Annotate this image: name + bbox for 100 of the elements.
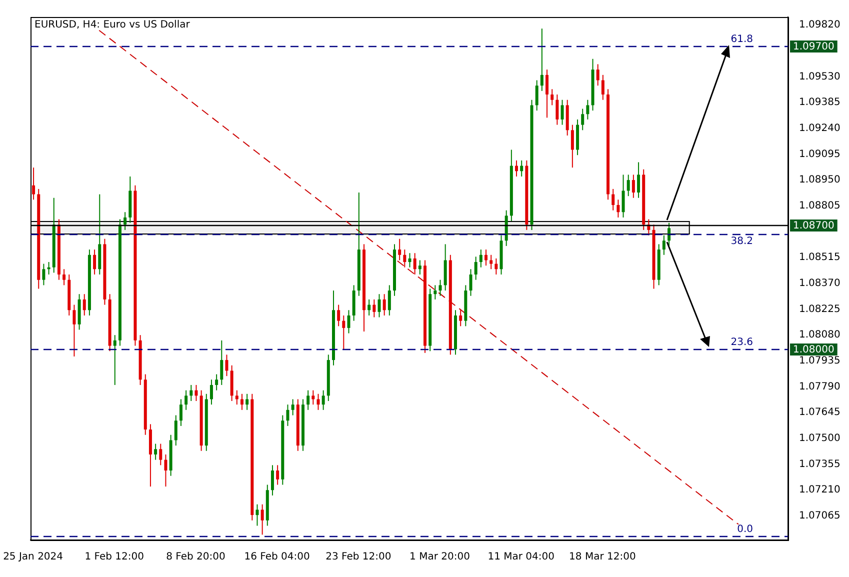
y-tick-label: 1.08225 bbox=[799, 304, 840, 315]
y-tick-label: 1.07645 bbox=[799, 407, 840, 418]
candlestick bbox=[616, 199, 620, 218]
candlestick bbox=[124, 212, 127, 230]
candlestick bbox=[164, 454, 168, 488]
x-tick-label: 1 Feb 12:00 bbox=[84, 552, 144, 563]
y-tick-label: 1.07790 bbox=[799, 381, 840, 392]
candlestick bbox=[225, 354, 228, 377]
candlestick bbox=[581, 108, 584, 131]
candlestick bbox=[190, 384, 193, 402]
y-tick-label: 1.07935 bbox=[799, 356, 840, 367]
ref-line-label: 1.08700 bbox=[793, 220, 834, 232]
x-tick-label: 18 Mar 12:00 bbox=[569, 552, 636, 563]
y-tick-label: 1.09820 bbox=[799, 20, 840, 31]
candlestick bbox=[276, 464, 280, 486]
y-tick-label: 1.08080 bbox=[799, 330, 840, 341]
candlestick bbox=[520, 160, 524, 177]
y-tick-label: 1.09385 bbox=[799, 97, 840, 108]
y-tick-label: 1.07065 bbox=[799, 510, 840, 522]
candlestick bbox=[42, 263, 46, 286]
candlestick bbox=[220, 340, 224, 386]
candlestick bbox=[459, 310, 462, 327]
candlestick bbox=[32, 167, 36, 200]
candlestick bbox=[540, 28, 544, 92]
candlestick bbox=[215, 374, 218, 391]
candlestick bbox=[368, 298, 371, 316]
candlestick bbox=[113, 334, 116, 386]
candlestick bbox=[322, 390, 325, 410]
candlestick bbox=[586, 99, 590, 120]
candlestick bbox=[347, 310, 350, 334]
candlestick bbox=[622, 174, 625, 218]
candlestick bbox=[154, 443, 158, 460]
y-tick-label: 1.08950 bbox=[799, 174, 840, 186]
candlestick bbox=[382, 294, 386, 316]
y-tick-label: 1.07500 bbox=[799, 433, 840, 444]
candlestick bbox=[413, 252, 416, 275]
candlestick bbox=[596, 64, 600, 86]
candlestick bbox=[72, 304, 76, 357]
candlestick bbox=[490, 254, 493, 270]
x-tick-label: 11 Mar 04:00 bbox=[488, 552, 554, 563]
candlestick bbox=[637, 162, 640, 198]
annotation: 23.6 bbox=[730, 336, 753, 348]
candlestick bbox=[550, 88, 554, 106]
y-tick-label: 1.09095 bbox=[799, 148, 840, 160]
candlestick bbox=[291, 398, 294, 416]
y-tick-label: 1.08515 bbox=[799, 252, 840, 264]
candlestick bbox=[434, 284, 437, 300]
candlestick bbox=[372, 298, 376, 318]
candlestick bbox=[179, 398, 182, 426]
candlestick bbox=[246, 393, 249, 410]
y-tick-label: 1.08370 bbox=[799, 278, 840, 289]
candlestick bbox=[286, 404, 290, 426]
candlestick bbox=[378, 294, 381, 318]
candlestick bbox=[174, 414, 178, 446]
candlestick bbox=[494, 258, 498, 275]
candlestick bbox=[93, 249, 96, 275]
candlestick bbox=[408, 252, 412, 268]
candlestick bbox=[210, 379, 213, 406]
candlestick bbox=[546, 69, 549, 118]
candlestick bbox=[535, 80, 538, 112]
y-tick-label: 1.07355 bbox=[799, 458, 840, 470]
candlestick bbox=[240, 393, 244, 410]
candlestick bbox=[626, 174, 630, 197]
candlestick bbox=[260, 504, 264, 536]
x-tick-label: 16 Feb 04:00 bbox=[244, 552, 310, 563]
candlestick bbox=[235, 390, 238, 406]
candlestick bbox=[337, 304, 340, 327]
x-tick-label: 8 Feb 20:00 bbox=[166, 552, 226, 563]
chart-title: EURUSD, H4: Euro vs US Dollar bbox=[34, 20, 191, 31]
x-tick-label: 23 Feb 12:00 bbox=[326, 552, 392, 563]
annotation: 38.2 bbox=[730, 236, 753, 248]
candlestick bbox=[438, 279, 442, 296]
candlestick bbox=[662, 234, 666, 256]
ref-line-label: 1.09700 bbox=[793, 42, 834, 53]
candlestick bbox=[474, 256, 478, 280]
candlestick bbox=[82, 294, 86, 316]
x-tick-label: 1 Mar 20:00 bbox=[410, 552, 470, 563]
candlestick bbox=[632, 174, 635, 198]
candlestick bbox=[306, 390, 310, 410]
y-tick-label: 1.09240 bbox=[799, 122, 840, 134]
annotation: 61.8 bbox=[730, 34, 753, 45]
candlestick bbox=[388, 284, 391, 316]
candlestick bbox=[312, 390, 315, 406]
candlestick bbox=[342, 314, 346, 350]
candlestick bbox=[184, 390, 188, 410]
ref-line-label: 1.08000 bbox=[793, 344, 834, 356]
candlestick bbox=[403, 249, 406, 268]
candlestick bbox=[194, 384, 198, 402]
candlestick bbox=[560, 99, 564, 126]
candlestick bbox=[601, 74, 604, 100]
candlestick bbox=[469, 268, 472, 296]
candlestick bbox=[484, 249, 488, 266]
candlestick bbox=[570, 124, 574, 168]
candlestick bbox=[612, 188, 615, 211]
candlestick bbox=[479, 249, 482, 268]
candlestick bbox=[398, 238, 402, 261]
y-tick-label: 1.09530 bbox=[799, 71, 840, 82]
annotation: 0.0 bbox=[737, 524, 753, 536]
y-tick-label: 1.07210 bbox=[799, 484, 840, 496]
candlestick bbox=[515, 160, 518, 177]
